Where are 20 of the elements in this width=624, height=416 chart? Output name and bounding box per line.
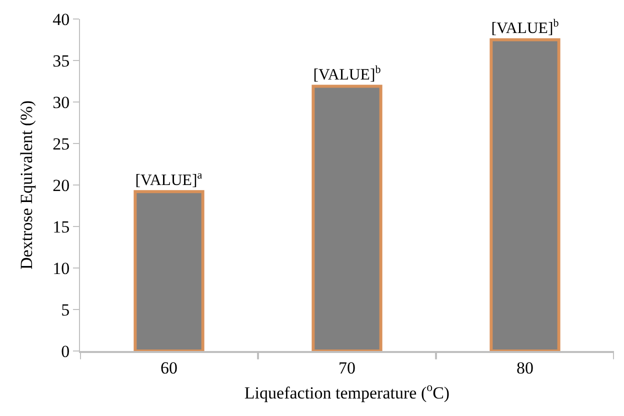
data-label: [VALUE]$^{b}$ <box>491 17 560 38</box>
y-tick-label: 5 <box>61 300 70 320</box>
x-tick-label: 80 <box>516 358 534 378</box>
y-tick-label: 25 <box>52 134 70 154</box>
bar <box>134 190 204 351</box>
y-tick-label: 0 <box>61 342 70 361</box>
bar <box>312 84 382 351</box>
y-tick-label: 30 <box>52 92 70 112</box>
y-tick-label: 15 <box>52 217 70 236</box>
bar <box>490 38 560 351</box>
x-tick-label: 60 <box>160 358 178 378</box>
y-axis-title: Dextrose Equivalent (%) <box>17 100 36 270</box>
y-tick-label: 10 <box>52 258 70 278</box>
y-tick-label: 35 <box>52 51 70 70</box>
x-tick-label: 70 <box>338 358 356 378</box>
y-tick-label: 40 <box>52 10 70 29</box>
y-tick-label: 20 <box>52 176 70 195</box>
x-axis-title: Liquefaction temperature ($^{o}$C) <box>244 380 450 402</box>
data-label: [VALUE]$^{b}$ <box>313 64 382 84</box>
data-label: [VALUE]$^{a}$ <box>135 169 202 189</box>
